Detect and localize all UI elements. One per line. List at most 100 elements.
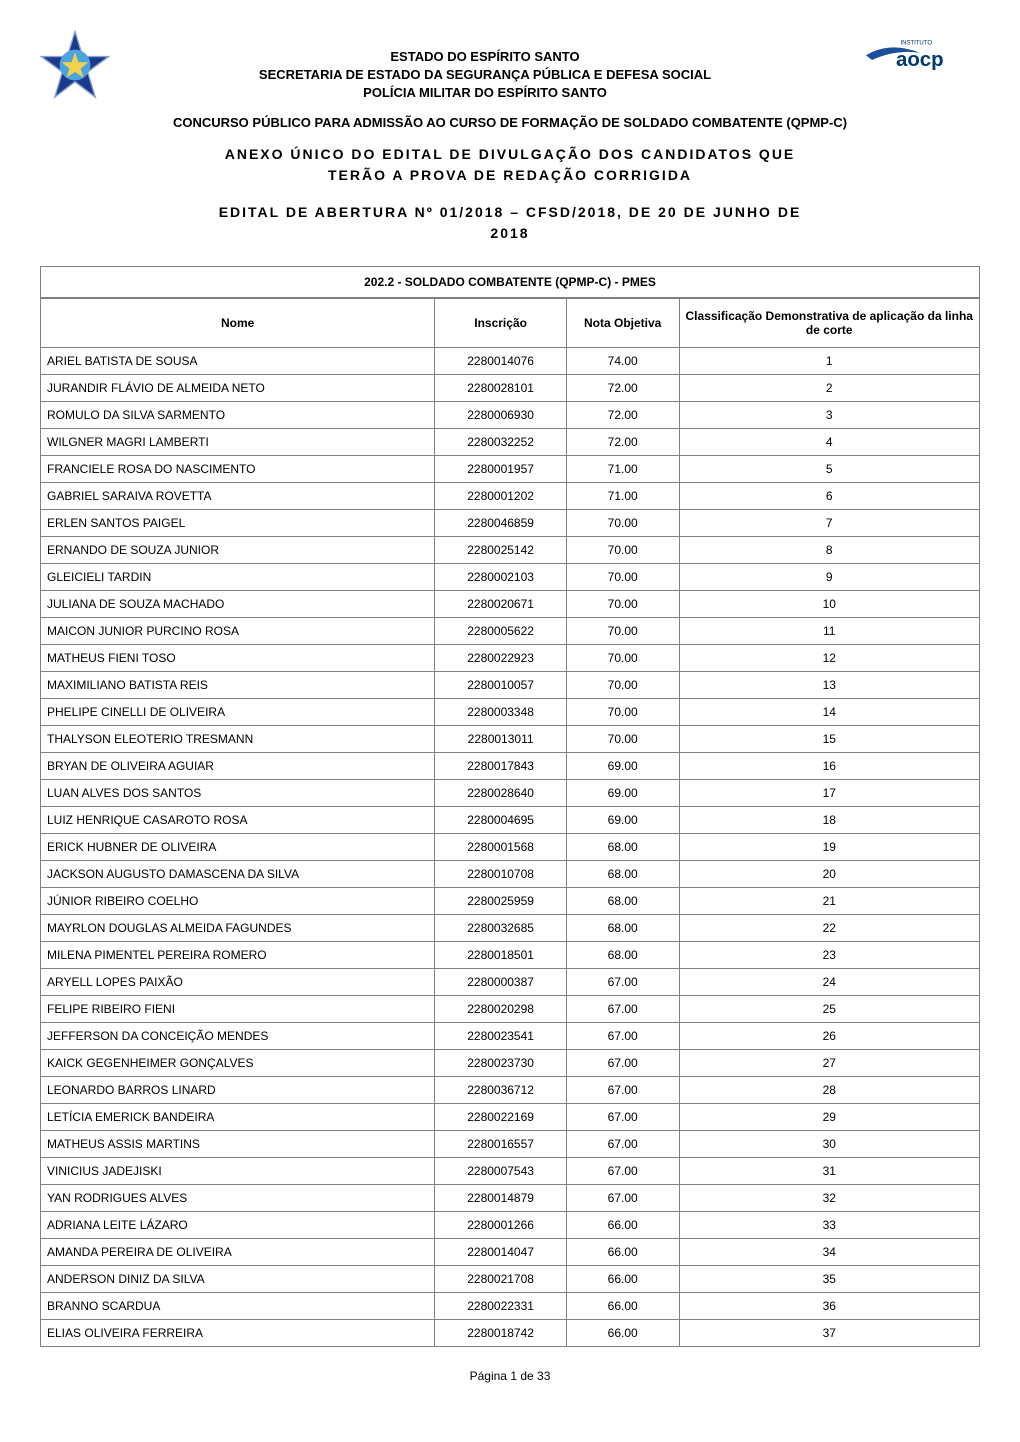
table-body: ARIEL BATISTA DE SOUSA228001407674.001 JU…: [41, 347, 980, 1346]
table-row: ROMULO DA SILVA SARMENTO228000693072.003: [41, 401, 980, 428]
header-line-3: POLÍCIA MILITAR DO ESPÍRITO SANTO: [110, 84, 860, 102]
table-row: JÚNIOR RIBEIRO COELHO228002595968.0021: [41, 887, 980, 914]
cell-nota: 67.00: [566, 968, 679, 995]
concurso-title: CONCURSO PÚBLICO PARA ADMISSÃO AO CURSO …: [40, 115, 980, 130]
table-row: AMANDA PEREIRA DE OLIVEIRA228001404766.0…: [41, 1238, 980, 1265]
cell-nota: 70.00: [566, 617, 679, 644]
table-row: WILGNER MAGRI LAMBERTI228003225272.004: [41, 428, 980, 455]
table-row: ELIAS OLIVEIRA FERREIRA228001874266.0037: [41, 1319, 980, 1346]
table-header-row: Nome Inscrição Nota Objetiva Classificaç…: [41, 298, 980, 347]
cell-nota: 70.00: [566, 644, 679, 671]
cell-classificacao: 14: [679, 698, 980, 725]
table-row: GLEICIELI TARDIN228000210370.009: [41, 563, 980, 590]
table-row: BRYAN DE OLIVEIRA AGUIAR228001784369.001…: [41, 752, 980, 779]
cell-classificacao: 6: [679, 482, 980, 509]
cell-nome: YAN RODRIGUES ALVES: [41, 1184, 435, 1211]
cell-inscricao: 2280001202: [435, 482, 566, 509]
cell-nome: BRANNO SCARDUA: [41, 1292, 435, 1319]
cell-nota: 69.00: [566, 779, 679, 806]
cell-nota: 67.00: [566, 1157, 679, 1184]
table-row: ARIEL BATISTA DE SOUSA228001407674.001: [41, 347, 980, 374]
cell-inscricao: 2280016557: [435, 1130, 566, 1157]
cell-classificacao: 32: [679, 1184, 980, 1211]
cell-nome: ARYELL LOPES PAIXÃO: [41, 968, 435, 995]
cell-nome: KAICK GEGENHEIMER GONÇALVES: [41, 1049, 435, 1076]
cell-nota: 67.00: [566, 1130, 679, 1157]
cell-nome: AMANDA PEREIRA DE OLIVEIRA: [41, 1238, 435, 1265]
cell-classificacao: 2: [679, 374, 980, 401]
cell-nota: 67.00: [566, 1049, 679, 1076]
cell-classificacao: 34: [679, 1238, 980, 1265]
cell-nome: PHELIPE CINELLI DE OLIVEIRA: [41, 698, 435, 725]
cell-inscricao: 2280018742: [435, 1319, 566, 1346]
cell-nota: 68.00: [566, 941, 679, 968]
cell-nome: ADRIANA LEITE LÁZARO: [41, 1211, 435, 1238]
cell-nota: 68.00: [566, 887, 679, 914]
table-row: MILENA PIMENTEL PEREIRA ROMERO2280018501…: [41, 941, 980, 968]
cell-nota: 67.00: [566, 1184, 679, 1211]
cell-nome: VINICIUS JADEJISKI: [41, 1157, 435, 1184]
table-row: KAICK GEGENHEIMER GONÇALVES228002373067.…: [41, 1049, 980, 1076]
table-row: ADRIANA LEITE LÁZARO228000126666.0033: [41, 1211, 980, 1238]
cell-inscricao: 2280018501: [435, 941, 566, 968]
cell-classificacao: 37: [679, 1319, 980, 1346]
cell-inscricao: 2280007543: [435, 1157, 566, 1184]
cell-inscricao: 2280032252: [435, 428, 566, 455]
cell-nota: 69.00: [566, 806, 679, 833]
cell-nota: 66.00: [566, 1211, 679, 1238]
anexo-title-line-1: ANEXO ÚNICO DO EDITAL DE DIVULGAÇÃO DOS …: [225, 146, 796, 162]
title-block: CONCURSO PÚBLICO PARA ADMISSÃO AO CURSO …: [40, 115, 980, 244]
table-row: LUIZ HENRIQUE CASAROTO ROSA228000469569.…: [41, 806, 980, 833]
cell-classificacao: 24: [679, 968, 980, 995]
cell-inscricao: 2280001266: [435, 1211, 566, 1238]
cell-nome: JULIANA DE SOUZA MACHADO: [41, 590, 435, 617]
table-row: LUAN ALVES DOS SANTOS228002864069.0017: [41, 779, 980, 806]
cell-nota: 68.00: [566, 860, 679, 887]
cell-inscricao: 2280020298: [435, 995, 566, 1022]
document-header: ESTADO DO ESPÍRITO SANTO SECRETARIA DE E…: [40, 30, 980, 103]
cell-inscricao: 2280046859: [435, 509, 566, 536]
cell-inscricao: 2280023730: [435, 1049, 566, 1076]
cell-inscricao: 2280025959: [435, 887, 566, 914]
cell-classificacao: 21: [679, 887, 980, 914]
cell-classificacao: 35: [679, 1265, 980, 1292]
header-line-2: SECRETARIA DE ESTADO DA SEGURANÇA PÚBLIC…: [110, 66, 860, 84]
cell-nota: 66.00: [566, 1265, 679, 1292]
cell-classificacao: 9: [679, 563, 980, 590]
cell-classificacao: 28: [679, 1076, 980, 1103]
cell-nota: 67.00: [566, 1103, 679, 1130]
cell-nota: 71.00: [566, 482, 679, 509]
cell-classificacao: 27: [679, 1049, 980, 1076]
page-footer: Página 1 de 33: [40, 1369, 980, 1383]
table-row: MAYRLON DOUGLAS ALMEIDA FAGUNDES22800326…: [41, 914, 980, 941]
cell-nota: 70.00: [566, 590, 679, 617]
col-header-classificacao: Classificação Demonstrativa de aplicação…: [679, 298, 980, 347]
cell-inscricao: 2280017843: [435, 752, 566, 779]
cell-classificacao: 23: [679, 941, 980, 968]
cell-classificacao: 13: [679, 671, 980, 698]
cell-inscricao: 2280003348: [435, 698, 566, 725]
cell-nome: FELIPE RIBEIRO FIENI: [41, 995, 435, 1022]
cell-classificacao: 33: [679, 1211, 980, 1238]
cell-classificacao: 19: [679, 833, 980, 860]
cell-nota: 70.00: [566, 536, 679, 563]
cell-classificacao: 16: [679, 752, 980, 779]
cell-inscricao: 2280028640: [435, 779, 566, 806]
table-row: BRANNO SCARDUA228002233166.0036: [41, 1292, 980, 1319]
cell-inscricao: 2280025142: [435, 536, 566, 563]
cell-classificacao: 17: [679, 779, 980, 806]
candidates-table: Nome Inscrição Nota Objetiva Classificaç…: [40, 298, 980, 1347]
cell-nome: ELIAS OLIVEIRA FERREIRA: [41, 1319, 435, 1346]
cell-classificacao: 15: [679, 725, 980, 752]
cell-nota: 68.00: [566, 833, 679, 860]
cell-nota: 67.00: [566, 1076, 679, 1103]
table-row: LETÍCIA EMERICK BANDEIRA228002216967.002…: [41, 1103, 980, 1130]
cell-nome: JÚNIOR RIBEIRO COELHO: [41, 887, 435, 914]
aocp-logo-icon: INSTITUTO aocp: [860, 34, 980, 74]
cell-nome: MAYRLON DOUGLAS ALMEIDA FAGUNDES: [41, 914, 435, 941]
cell-inscricao: 2280036712: [435, 1076, 566, 1103]
table-row: PHELIPE CINELLI DE OLIVEIRA228000334870.…: [41, 698, 980, 725]
table-row: ARYELL LOPES PAIXÃO228000038767.0024: [41, 968, 980, 995]
svg-text:INSTITUTO: INSTITUTO: [900, 40, 932, 46]
cell-inscricao: 2280002103: [435, 563, 566, 590]
